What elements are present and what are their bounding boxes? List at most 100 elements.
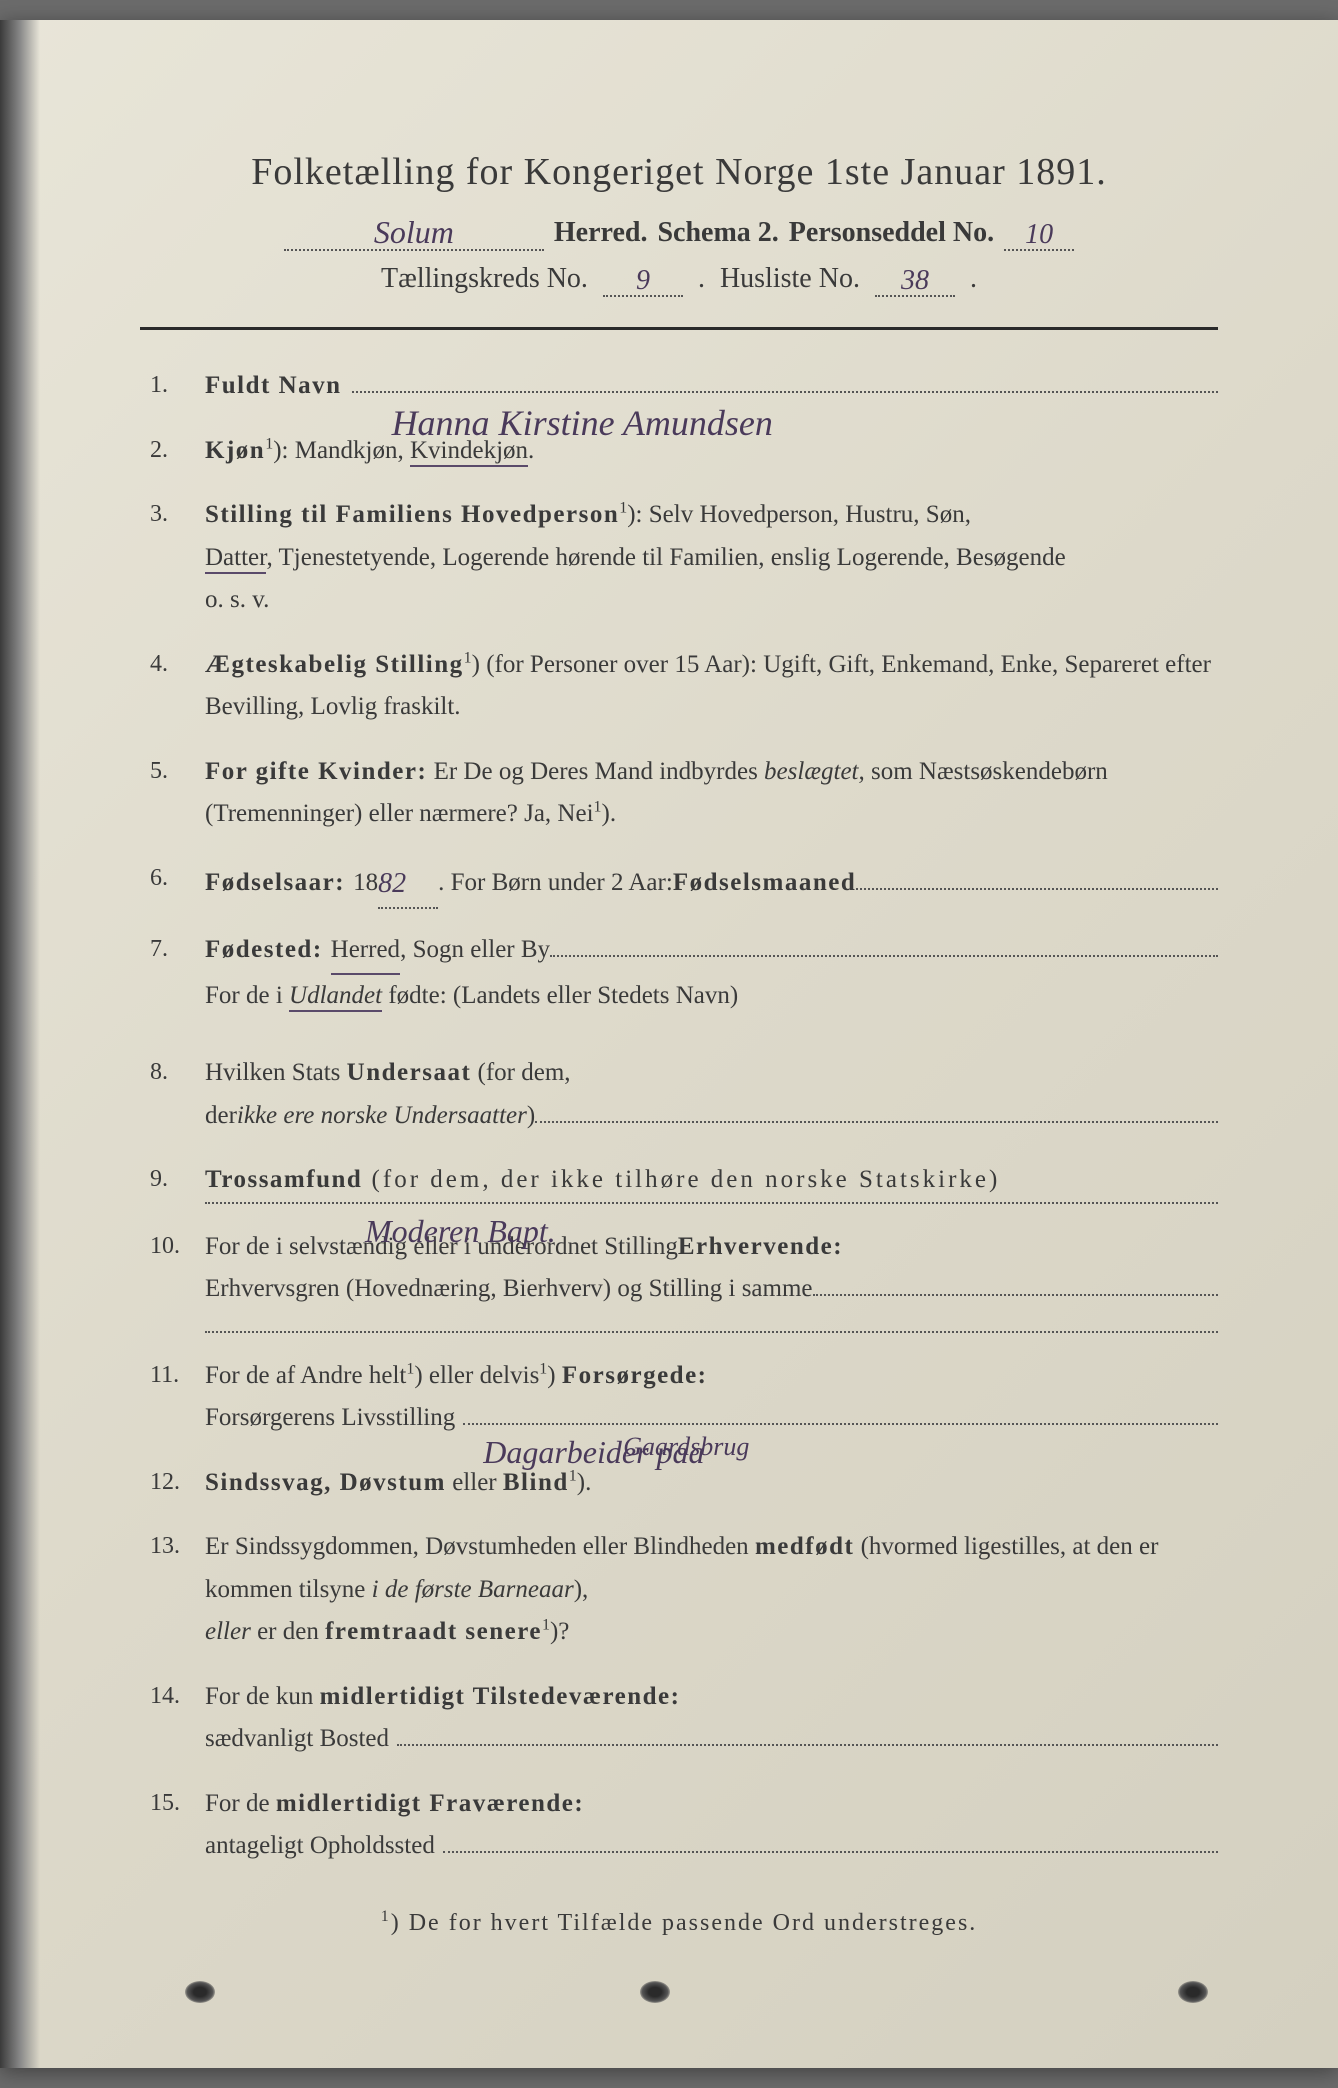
text: For de af Andre helt [205, 1362, 406, 1389]
binding-hole-icon [185, 1981, 215, 2003]
tilstedevaerende-label: midlertidigt Tilstedeværende: [320, 1683, 681, 1710]
herred-label: Herred. [554, 217, 648, 249]
dotted-fill [443, 1851, 1218, 1853]
sup: 1 [542, 1617, 550, 1634]
husliste-label: Husliste No. [720, 263, 860, 295]
dotted-fill [856, 888, 1218, 890]
item-num: 2. [150, 430, 205, 471]
kreds-label: Tællingskreds No. [381, 263, 588, 295]
text: ), [574, 1576, 589, 1603]
form-header: Folketælling for Kongeriget Norge 1ste J… [140, 150, 1218, 297]
item-num: 11. [150, 1355, 205, 1396]
gifte-kvinder-label: For gifte Kvinder: [205, 758, 427, 785]
forsorgede-label: Forsørgede: [562, 1362, 708, 1389]
udlandet: Udlandet [289, 982, 382, 1012]
trossamfund-label: Trossamfund [205, 1166, 362, 1193]
kreds-value: 9 [636, 265, 650, 296]
item-num: 7. [150, 929, 205, 970]
text: (for dem, [471, 1059, 570, 1086]
item-num: 5. [150, 751, 205, 792]
text: ): Selv Hovedperson, Hustru, Søn, [627, 501, 971, 528]
footnote-sup: 1 [381, 1908, 391, 1925]
item-num: 9. [150, 1159, 205, 1200]
text: , Tjenestetyende, Logerende hørende til … [266, 544, 1065, 571]
binding-hole-icon [1178, 1981, 1208, 2003]
opholdssted-label: antageligt Opholdssted [205, 1825, 435, 1868]
sup: 1 [594, 799, 602, 816]
fremtraadt-label: fremtraadt senere [325, 1618, 542, 1645]
herred-value: Solum [374, 214, 454, 250]
text: ). [602, 800, 617, 827]
text: ) eller delvis [414, 1362, 539, 1389]
livsstilling-field: Dagarbeider paa Gaardsbrug [463, 1423, 1218, 1425]
erhvervende-label: Erhvervende: [678, 1226, 843, 1269]
header-row-1: Solum Herred. Schema 2. Personseddel No.… [140, 212, 1218, 251]
kjon-label: Kjøn [205, 437, 265, 464]
text: o. s. v. [205, 586, 269, 613]
sindssvag-label: Sindssvag, Døvstum [205, 1469, 446, 1496]
personseddel-field: 10 [1004, 217, 1074, 251]
medfodt-label: medfødt [755, 1533, 854, 1560]
year-value: 82 [378, 860, 438, 910]
text: ): Mandkjøn, [273, 437, 410, 464]
personseddel-value: 10 [1025, 219, 1053, 250]
binding-hole-icon [640, 1981, 670, 2003]
text: der [205, 1095, 237, 1138]
item-num: 12. [150, 1462, 205, 1503]
text: For de [205, 1790, 276, 1817]
personseddel-label: Personseddel No. [789, 217, 994, 249]
text-italic: eller [205, 1618, 251, 1645]
census-form-page: Folketælling for Kongeriget Norge 1ste J… [0, 20, 1338, 2068]
footnote: 1) De for hvert Tilfælde passende Ord un… [140, 1908, 1218, 1937]
item-8: 8. Hvilken Stats Undersaat (for dem, der… [150, 1052, 1218, 1137]
dotted-fill [550, 955, 1218, 957]
header-divider [140, 327, 1218, 330]
item-num: 13. [150, 1526, 205, 1567]
year-prefix: 18 [353, 862, 378, 905]
item-1: 1. Fuldt Navn Hanna Kirstine Amundsen [150, 365, 1218, 408]
form-items: 1. Fuldt Navn Hanna Kirstine Amundsen 2.… [140, 365, 1218, 1868]
text-italic: ikke ere norske Undersaatter [237, 1095, 527, 1138]
item-num: 10. [150, 1226, 205, 1267]
text: ). [577, 1469, 592, 1496]
item-num: 3. [150, 494, 205, 535]
footnote-text: ) De for hvert Tilfælde passende Ord und… [391, 1910, 978, 1936]
text: Hvilken Stats [205, 1059, 347, 1086]
husliste-field: 38 [875, 263, 955, 297]
livsstilling-label: Forsørgerens Livsstilling [205, 1397, 455, 1440]
dotted-fill [205, 1331, 1218, 1333]
item-num: 1. [150, 365, 205, 406]
item-4: 4. Ægteskabelig Stilling1) (for Personer… [150, 644, 1218, 729]
text-italic: beslægtet, [764, 758, 865, 785]
text: )? [550, 1618, 569, 1645]
item-6: 6. Fødselsaar: 1882 . For Børn under 2 A… [150, 858, 1218, 908]
text: Er De og Deres Mand indbyrdes [434, 758, 764, 785]
fodested-label: Fødested: [205, 929, 323, 972]
datter-underlined: Datter [205, 544, 266, 574]
text: fødte: (Landets eller Stedets Navn) [382, 982, 738, 1009]
livsstilling-value-b: Gaardsbrug [623, 1425, 749, 1461]
form-title: Folketælling for Kongeriget Norge 1ste J… [140, 150, 1218, 194]
sup: 1 [464, 649, 472, 666]
text: ) [547, 1362, 562, 1389]
schema-label: Schema 2. [657, 217, 778, 249]
sup: 1 [265, 435, 273, 452]
dotted-fill [813, 1294, 1218, 1296]
item-7: 7. Fødested: Herred, Sogn eller By For d… [150, 929, 1218, 1017]
text: , Sogn eller By [400, 929, 550, 972]
item-num: 8. [150, 1052, 205, 1093]
text: ) [527, 1095, 535, 1138]
dotted-fill [535, 1121, 1218, 1123]
text: er den [251, 1618, 325, 1645]
name-field: Hanna Kirstine Amundsen [352, 391, 1218, 393]
text: (for dem, der ikke tilhøre den norske St… [372, 1166, 1001, 1193]
text: For de i [205, 982, 289, 1009]
herred-underlined: Herred [331, 929, 400, 975]
text: For de kun [205, 1683, 320, 1710]
aegteskab-label: Ægteskabelig Stilling [205, 651, 464, 678]
trossamfund-field: Moderen Bapt. [205, 1202, 1218, 1204]
item-13: 13. Er Sindssygdommen, Døvstumheden elle… [150, 1526, 1218, 1654]
item-10: 10. For de i selvstændig eller i underor… [150, 1226, 1218, 1333]
item-num: 6. [150, 858, 205, 899]
item-num: 14. [150, 1676, 205, 1717]
